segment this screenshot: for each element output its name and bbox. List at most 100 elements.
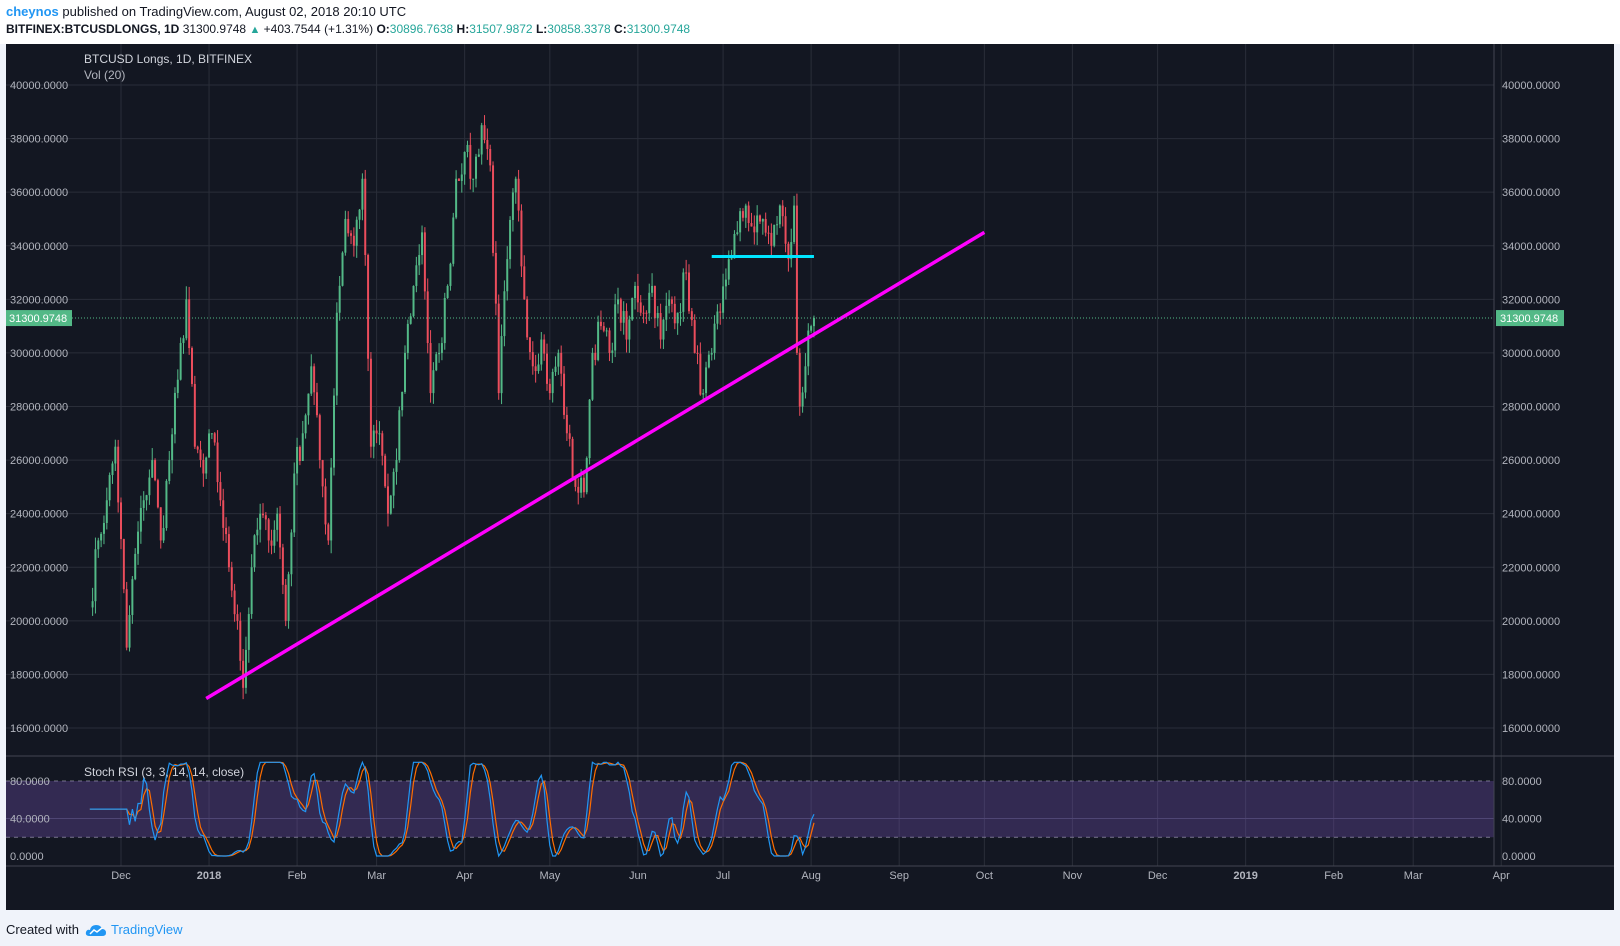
- candle-body: [398, 410, 401, 461]
- candle-body: [179, 343, 182, 380]
- candle-body: [551, 371, 554, 394]
- candle-body: [142, 500, 145, 508]
- candle-body: [313, 366, 316, 393]
- candle-body: [812, 318, 815, 327]
- candle-body: [324, 486, 327, 525]
- price-tick-left: 38000.0000: [10, 134, 68, 146]
- candle-body: [707, 354, 710, 368]
- time-tick: Aug: [801, 870, 821, 882]
- candle-body: [563, 373, 566, 415]
- candle-body: [602, 326, 605, 331]
- candle-body: [256, 529, 259, 536]
- price-tick-right: 34000.0000: [1502, 241, 1560, 253]
- time-tick: Dec: [111, 870, 131, 882]
- candle-body: [577, 486, 580, 493]
- chart-svg[interactable]: 16000.0000 16000.0000 18000.0000 18000.0000…: [6, 44, 1614, 910]
- candle-body: [741, 211, 744, 218]
- footer: Created with TradingView: [6, 922, 183, 937]
- time-tick: Dec: [1148, 870, 1168, 882]
- candle-body: [213, 433, 216, 443]
- drawings[interactable]: [205, 230, 986, 701]
- author-link[interactable]: cheynos: [6, 4, 59, 19]
- time-tick: Nov: [1063, 870, 1083, 882]
- candle-body: [534, 366, 537, 372]
- candle-body: [514, 178, 517, 193]
- candle-body: [134, 553, 137, 580]
- candle-body: [273, 529, 276, 546]
- chart-title: BTCUSD Longs, 1D, BITFINEX: [84, 52, 252, 66]
- candle-body: [804, 366, 807, 393]
- time-tick: Jun: [629, 870, 647, 882]
- stoch-tick-left: 80.0000: [10, 776, 50, 788]
- symbol-line: BITFINEX:BTCUSDLONGS, 1D 31300.9748 ▲ +4…: [6, 22, 690, 36]
- candle-body: [634, 285, 637, 299]
- candle-body: [327, 524, 330, 541]
- candle-body: [483, 125, 486, 140]
- stoch-tick-right: 0.0000: [1502, 851, 1536, 863]
- candle-body: [162, 528, 165, 541]
- candle-body: [739, 211, 742, 233]
- last-price-label-right: 31300.9748: [1500, 313, 1558, 325]
- candle-body: [449, 263, 452, 286]
- candle-body: [724, 279, 727, 287]
- candle-body: [625, 311, 628, 340]
- candle-body: [333, 395, 335, 468]
- candle-body: [335, 312, 338, 396]
- candle-body: [421, 232, 424, 256]
- candle-body: [247, 614, 250, 650]
- candle-body: [591, 352, 594, 400]
- candle-body: [639, 302, 642, 313]
- price-tick-left: 16000.0000: [10, 723, 68, 735]
- candle-body: [122, 539, 125, 590]
- candle-body: [722, 286, 725, 313]
- candle-body: [619, 299, 622, 323]
- time-tick: 2018: [197, 870, 221, 882]
- price-tick-left: 28000.0000: [10, 402, 68, 414]
- candle-body: [330, 467, 333, 541]
- candle-body: [156, 480, 159, 508]
- grid-lines: [6, 44, 1502, 866]
- candle-body: [642, 312, 645, 314]
- candle-body: [406, 323, 409, 353]
- open-value: 30896.7638: [389, 22, 454, 36]
- candle-body: [139, 507, 142, 532]
- candle-body: [293, 473, 296, 533]
- candle-body: [120, 502, 122, 540]
- candle-body: [574, 477, 577, 487]
- candle-body: [656, 312, 659, 319]
- candle-body: [645, 312, 648, 314]
- candle-body: [710, 352, 713, 355]
- candle-body: [608, 330, 611, 353]
- candle-body: [469, 144, 472, 179]
- candle-body: [713, 323, 716, 353]
- candle-body: [344, 218, 347, 253]
- candle-body: [364, 178, 367, 256]
- stoch-legend: Stoch RSI (3, 3, 14, 14, close): [84, 765, 244, 779]
- time-tick: Feb: [288, 870, 307, 882]
- candle-body: [111, 463, 114, 476]
- candle-body: [770, 232, 773, 246]
- candle-body: [690, 311, 693, 321]
- last-price-label-left: 31300.9748: [9, 313, 67, 325]
- candle-body: [165, 480, 168, 529]
- candle-body: [409, 316, 412, 324]
- candle-body: [546, 353, 548, 384]
- price-tick-left: 34000.0000: [10, 241, 68, 253]
- candle-body: [747, 205, 750, 224]
- candle-body: [492, 165, 495, 253]
- candle-body: [114, 446, 117, 464]
- candle-body: [622, 311, 625, 323]
- candle-body: [154, 460, 157, 481]
- candle-body: [415, 265, 418, 286]
- candles: [91, 115, 815, 700]
- tradingview-link[interactable]: TradingView: [85, 922, 183, 937]
- candle-body: [472, 178, 475, 180]
- chart-area[interactable]: 16000.0000 16000.0000 18000.0000 18000.0000…: [6, 44, 1614, 910]
- publication-line: cheynos published on TradingView.com, Au…: [6, 4, 406, 19]
- candle-body: [659, 312, 662, 340]
- price-tick-right: 38000.0000: [1502, 134, 1560, 146]
- time-tick: Feb: [1324, 870, 1343, 882]
- time-tick: Apr: [456, 870, 473, 882]
- candle-body: [543, 339, 546, 354]
- candle-body: [338, 285, 341, 313]
